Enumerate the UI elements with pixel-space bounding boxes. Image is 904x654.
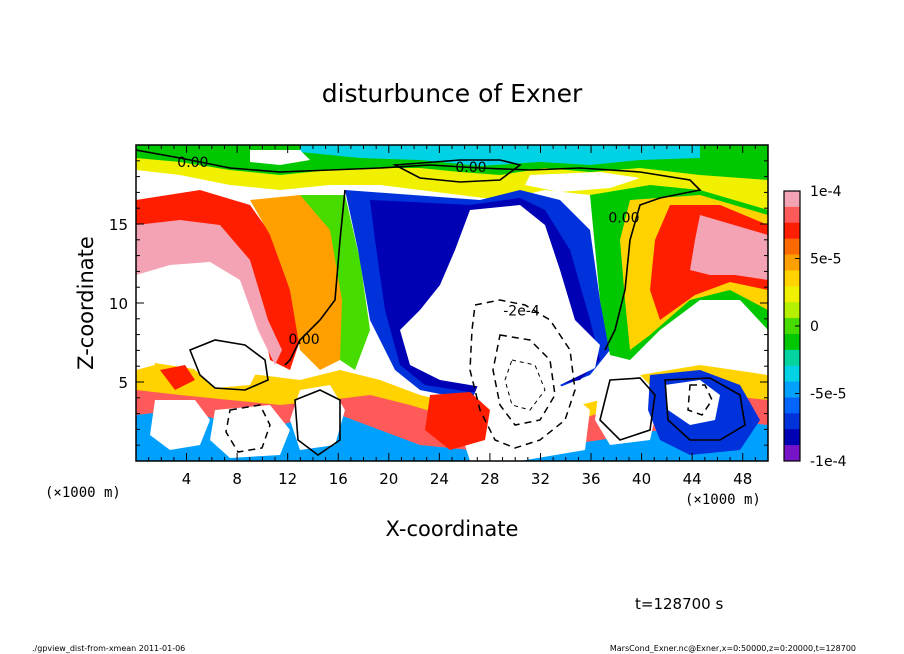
contour-label: -2e-4 bbox=[503, 304, 540, 320]
colorbar-tick-label: 0 bbox=[810, 319, 819, 335]
x-axis: 4 8 12 16 20 24 28 32 36 40 44 48 bbox=[148, 145, 756, 488]
y-axis-label: Z-coordinate bbox=[74, 236, 98, 370]
x-tick-label: 44 bbox=[683, 470, 702, 488]
colorbar-swatch bbox=[784, 397, 800, 414]
colorbar-tick-label: -1e-4 bbox=[810, 454, 847, 470]
contour-label: 0.00 bbox=[289, 332, 320, 348]
contour-label: 0.00 bbox=[608, 210, 639, 226]
x-tick-label: 12 bbox=[278, 470, 297, 488]
colorbar-swatch bbox=[784, 286, 800, 303]
x-unit-right: (×1000 m) bbox=[685, 492, 761, 508]
footer-left: ./gpview_dist-from-xmean 2011-01-06 bbox=[32, 644, 185, 653]
colorbar-swatch bbox=[784, 318, 800, 335]
x-tick-label: 36 bbox=[581, 470, 600, 488]
colorbar-swatch bbox=[784, 413, 800, 430]
colorbar bbox=[783, 190, 801, 462]
x-tick-label: 20 bbox=[379, 470, 398, 488]
chart-title: disturbunce of Exner bbox=[322, 79, 583, 108]
x-tick-label: 32 bbox=[531, 470, 550, 488]
x-tick-label: 4 bbox=[182, 470, 192, 488]
colorbar-swatch bbox=[784, 381, 800, 398]
colorbar-ticks: 1e-4 5e-5 0 -5e-5 -1e-4 bbox=[795, 184, 847, 470]
x-axis-label: X-coordinate bbox=[386, 517, 519, 541]
contour-label: 0.00 bbox=[455, 160, 486, 176]
colorbar-swatch bbox=[784, 238, 800, 256]
colorbar-swatch bbox=[784, 222, 800, 240]
colorbar-swatch bbox=[784, 270, 800, 287]
y-axis: 5 10 15 bbox=[109, 160, 768, 446]
time-label: t=128700 s bbox=[635, 595, 723, 613]
colorbar-tick-label: 1e-4 bbox=[810, 184, 842, 200]
colorbar-swatch bbox=[784, 365, 800, 383]
y-tick-label: 10 bbox=[109, 295, 128, 313]
exner-field bbox=[136, 145, 768, 461]
colorbar-swatch bbox=[784, 254, 800, 271]
x-tick-label: 40 bbox=[632, 470, 651, 488]
y-tick-label: 5 bbox=[118, 374, 128, 392]
colorbar-swatch bbox=[784, 302, 800, 319]
footer-right: MarsCond_Exner.nc@Exner,x=0:50000,z=0:20… bbox=[610, 644, 856, 653]
colorbar-swatch bbox=[784, 429, 800, 446]
x-tick-label: 16 bbox=[329, 470, 348, 488]
x-tick-label: 28 bbox=[480, 470, 499, 488]
colorbar-swatch bbox=[784, 349, 800, 367]
colorbar-tick-label: 5e-5 bbox=[810, 252, 841, 268]
colorbar-swatch bbox=[784, 191, 800, 208]
contour-label-layer: 0.00 0.00 0.00 0.00 -2e-4 bbox=[177, 155, 639, 348]
x-tick-label: 8 bbox=[232, 470, 242, 488]
x-tick-label: 24 bbox=[430, 470, 449, 488]
colorbar-swatch bbox=[784, 206, 800, 224]
x-unit-left: (×1000 m) bbox=[45, 485, 121, 501]
colorbar-tick-label: -5e-5 bbox=[810, 387, 847, 403]
colorbar-swatch bbox=[784, 445, 800, 462]
y-tick-label: 15 bbox=[109, 216, 128, 234]
colorbar-swatch bbox=[784, 333, 800, 351]
contour-label: 0.00 bbox=[177, 155, 208, 171]
x-tick-label: 48 bbox=[733, 470, 752, 488]
